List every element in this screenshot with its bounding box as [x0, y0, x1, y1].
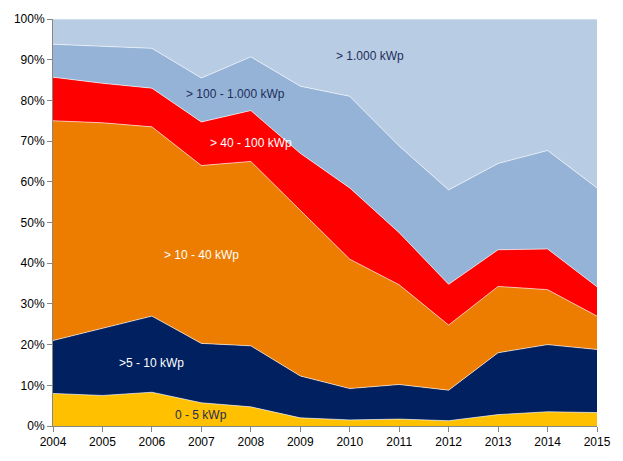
svg-text:>5 - 10 kWp: >5 - 10 kWp	[119, 356, 184, 370]
svg-text:40%: 40%	[21, 256, 45, 270]
svg-text:60%: 60%	[21, 175, 45, 189]
svg-text:2007: 2007	[188, 435, 215, 449]
svg-text:2013: 2013	[485, 435, 512, 449]
svg-text:0 - 5 kWp: 0 - 5 kWp	[175, 408, 227, 422]
svg-text:2014: 2014	[534, 435, 561, 449]
svg-text:2006: 2006	[139, 435, 166, 449]
svg-text:90%: 90%	[21, 53, 45, 67]
svg-text:2011: 2011	[386, 435, 412, 449]
svg-text:30%: 30%	[21, 297, 45, 311]
svg-text:20%: 20%	[21, 338, 45, 352]
svg-text:80%: 80%	[21, 94, 45, 108]
svg-text:> 1.000 kWp: > 1.000 kWp	[336, 49, 404, 63]
svg-text:2009: 2009	[287, 435, 314, 449]
svg-text:2004: 2004	[40, 435, 67, 449]
svg-text:2008: 2008	[237, 435, 264, 449]
svg-text:10%: 10%	[21, 379, 45, 393]
svg-text:2012: 2012	[435, 435, 462, 449]
svg-text:> 10 - 40 kWp: > 10 - 40 kWp	[164, 248, 239, 262]
svg-text:2005: 2005	[89, 435, 116, 449]
svg-text:0%: 0%	[27, 419, 45, 433]
svg-text:100%: 100%	[14, 12, 45, 26]
svg-text:50%: 50%	[21, 216, 45, 230]
svg-text:> 100 - 1.000 kWp: > 100 - 1.000 kWp	[186, 87, 285, 101]
svg-text:> 40 - 100 kWp: > 40 - 100 kWp	[210, 136, 292, 150]
svg-text:2010: 2010	[336, 435, 363, 449]
svg-text:2015: 2015	[584, 435, 611, 449]
svg-text:70%: 70%	[21, 134, 45, 148]
